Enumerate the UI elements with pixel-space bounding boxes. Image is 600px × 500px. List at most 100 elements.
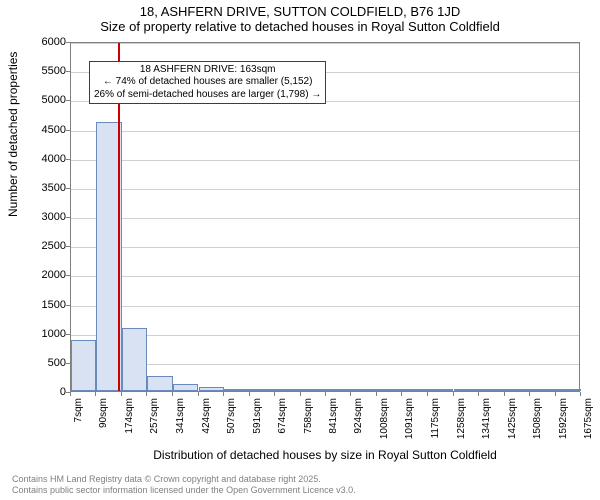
histogram-bar [351, 389, 377, 391]
x-tick-label: 90sqm [98, 398, 109, 428]
x-tick-label: 1258sqm [456, 398, 467, 439]
x-tick-label: 841sqm [328, 398, 339, 434]
histogram-bar [402, 389, 428, 391]
histogram-bar [530, 389, 556, 391]
histogram-bar [147, 376, 173, 391]
gridline [71, 306, 579, 307]
y-tick-mark [66, 246, 70, 247]
x-tick-label: 1341sqm [481, 398, 492, 439]
y-tick-mark [66, 334, 70, 335]
histogram-bar [454, 389, 479, 391]
histogram-bar [199, 387, 224, 391]
histogram-bar [505, 389, 530, 391]
annotation-line3: 26% of semi-detached houses are larger (… [94, 89, 321, 102]
x-tick-label: 758sqm [303, 398, 314, 434]
x-tick-mark [146, 392, 147, 396]
x-tick-label: 257sqm [149, 398, 160, 434]
x-axis-label: Distribution of detached houses by size … [70, 448, 580, 462]
gridline [71, 131, 579, 132]
y-tick-label: 5000 [42, 94, 66, 106]
footer-line1: Contains HM Land Registry data © Crown c… [12, 474, 356, 485]
gridline [71, 160, 579, 161]
gridline [71, 276, 579, 277]
x-tick-mark [529, 392, 530, 396]
y-tick-mark [66, 100, 70, 101]
x-tick-label: 1508sqm [532, 398, 543, 439]
x-tick-label: 924sqm [353, 398, 364, 434]
footer-attribution: Contains HM Land Registry data © Crown c… [12, 474, 356, 496]
x-tick-mark [300, 392, 301, 396]
histogram-bar [479, 389, 505, 391]
histogram-bar [275, 389, 301, 391]
y-tick-mark [66, 42, 70, 43]
x-tick-mark [121, 392, 122, 396]
histogram-bar [224, 389, 250, 391]
x-tick-mark [504, 392, 505, 396]
y-tick-mark [66, 217, 70, 218]
x-tick-mark [555, 392, 556, 396]
annotation-line2: ← 74% of detached houses are smaller (5,… [94, 76, 321, 89]
x-tick-mark [427, 392, 428, 396]
x-tick-label: 1425sqm [507, 398, 518, 439]
y-tick-label: 3000 [42, 211, 66, 223]
x-tick-label: 174sqm [124, 398, 135, 434]
x-tick-mark [401, 392, 402, 396]
chart-subtitle: Size of property relative to detached ho… [0, 19, 600, 36]
y-tick-mark [66, 71, 70, 72]
histogram-bar [428, 389, 453, 391]
x-tick-label: 1675sqm [583, 398, 594, 439]
y-tick-mark [66, 159, 70, 160]
x-tick-label: 674sqm [277, 398, 288, 434]
x-tick-mark [274, 392, 275, 396]
histogram-bar [377, 389, 402, 391]
y-tick-label: 2000 [42, 269, 66, 281]
x-tick-mark [350, 392, 351, 396]
y-tick-label: 4500 [42, 124, 66, 136]
y-tick-mark [66, 130, 70, 131]
x-tick-label: 1592sqm [558, 398, 569, 439]
property-size-chart: 18, ASHFERN DRIVE, SUTTON COLDFIELD, B76… [0, 0, 600, 500]
x-tick-label: 1175sqm [430, 398, 441, 438]
annotation-line1: 18 ASHFERN DRIVE: 163sqm [94, 64, 321, 77]
y-tick-mark [66, 188, 70, 189]
annotation-callout: 18 ASHFERN DRIVE: 163sqm← 74% of detache… [89, 61, 326, 105]
y-tick-label: 1500 [42, 299, 66, 311]
histogram-bar [122, 328, 147, 391]
histogram-bar [326, 389, 351, 391]
x-tick-mark [478, 392, 479, 396]
y-tick-label: 2500 [42, 240, 66, 252]
histogram-bar [250, 389, 275, 391]
x-tick-mark [249, 392, 250, 396]
histogram-bar [556, 389, 581, 391]
x-tick-mark [198, 392, 199, 396]
chart-title-address: 18, ASHFERN DRIVE, SUTTON COLDFIELD, B76… [0, 0, 600, 19]
y-tick-mark [66, 363, 70, 364]
y-tick-label: 6000 [42, 36, 66, 48]
x-tick-mark [223, 392, 224, 396]
x-tick-mark [70, 392, 71, 396]
x-tick-mark [172, 392, 173, 396]
x-tick-label: 424sqm [201, 398, 212, 434]
x-tick-label: 1008sqm [379, 398, 390, 439]
y-tick-mark [66, 305, 70, 306]
x-tick-label: 7sqm [73, 398, 84, 422]
gridline [71, 43, 579, 44]
x-tick-mark [376, 392, 377, 396]
histogram-bar [173, 384, 198, 391]
x-tick-mark [95, 392, 96, 396]
y-tick-label: 1000 [42, 328, 66, 340]
y-tick-label: 3500 [42, 182, 66, 194]
histogram-bar [71, 340, 96, 391]
x-tick-label: 1091sqm [404, 398, 415, 439]
x-tick-label: 591sqm [252, 398, 263, 434]
y-tick-mark [66, 275, 70, 276]
y-tick-label: 500 [48, 357, 66, 369]
x-tick-label: 507sqm [226, 398, 237, 434]
y-axis-label: Number of detached properties [6, 52, 20, 217]
plot-area: 18 ASHFERN DRIVE: 163sqm← 74% of detache… [70, 42, 580, 392]
y-tick-label: 5500 [42, 65, 66, 77]
footer-line2: Contains public sector information licen… [12, 485, 356, 496]
x-tick-label: 341sqm [175, 398, 186, 434]
x-tick-mark [325, 392, 326, 396]
gridline [71, 247, 579, 248]
